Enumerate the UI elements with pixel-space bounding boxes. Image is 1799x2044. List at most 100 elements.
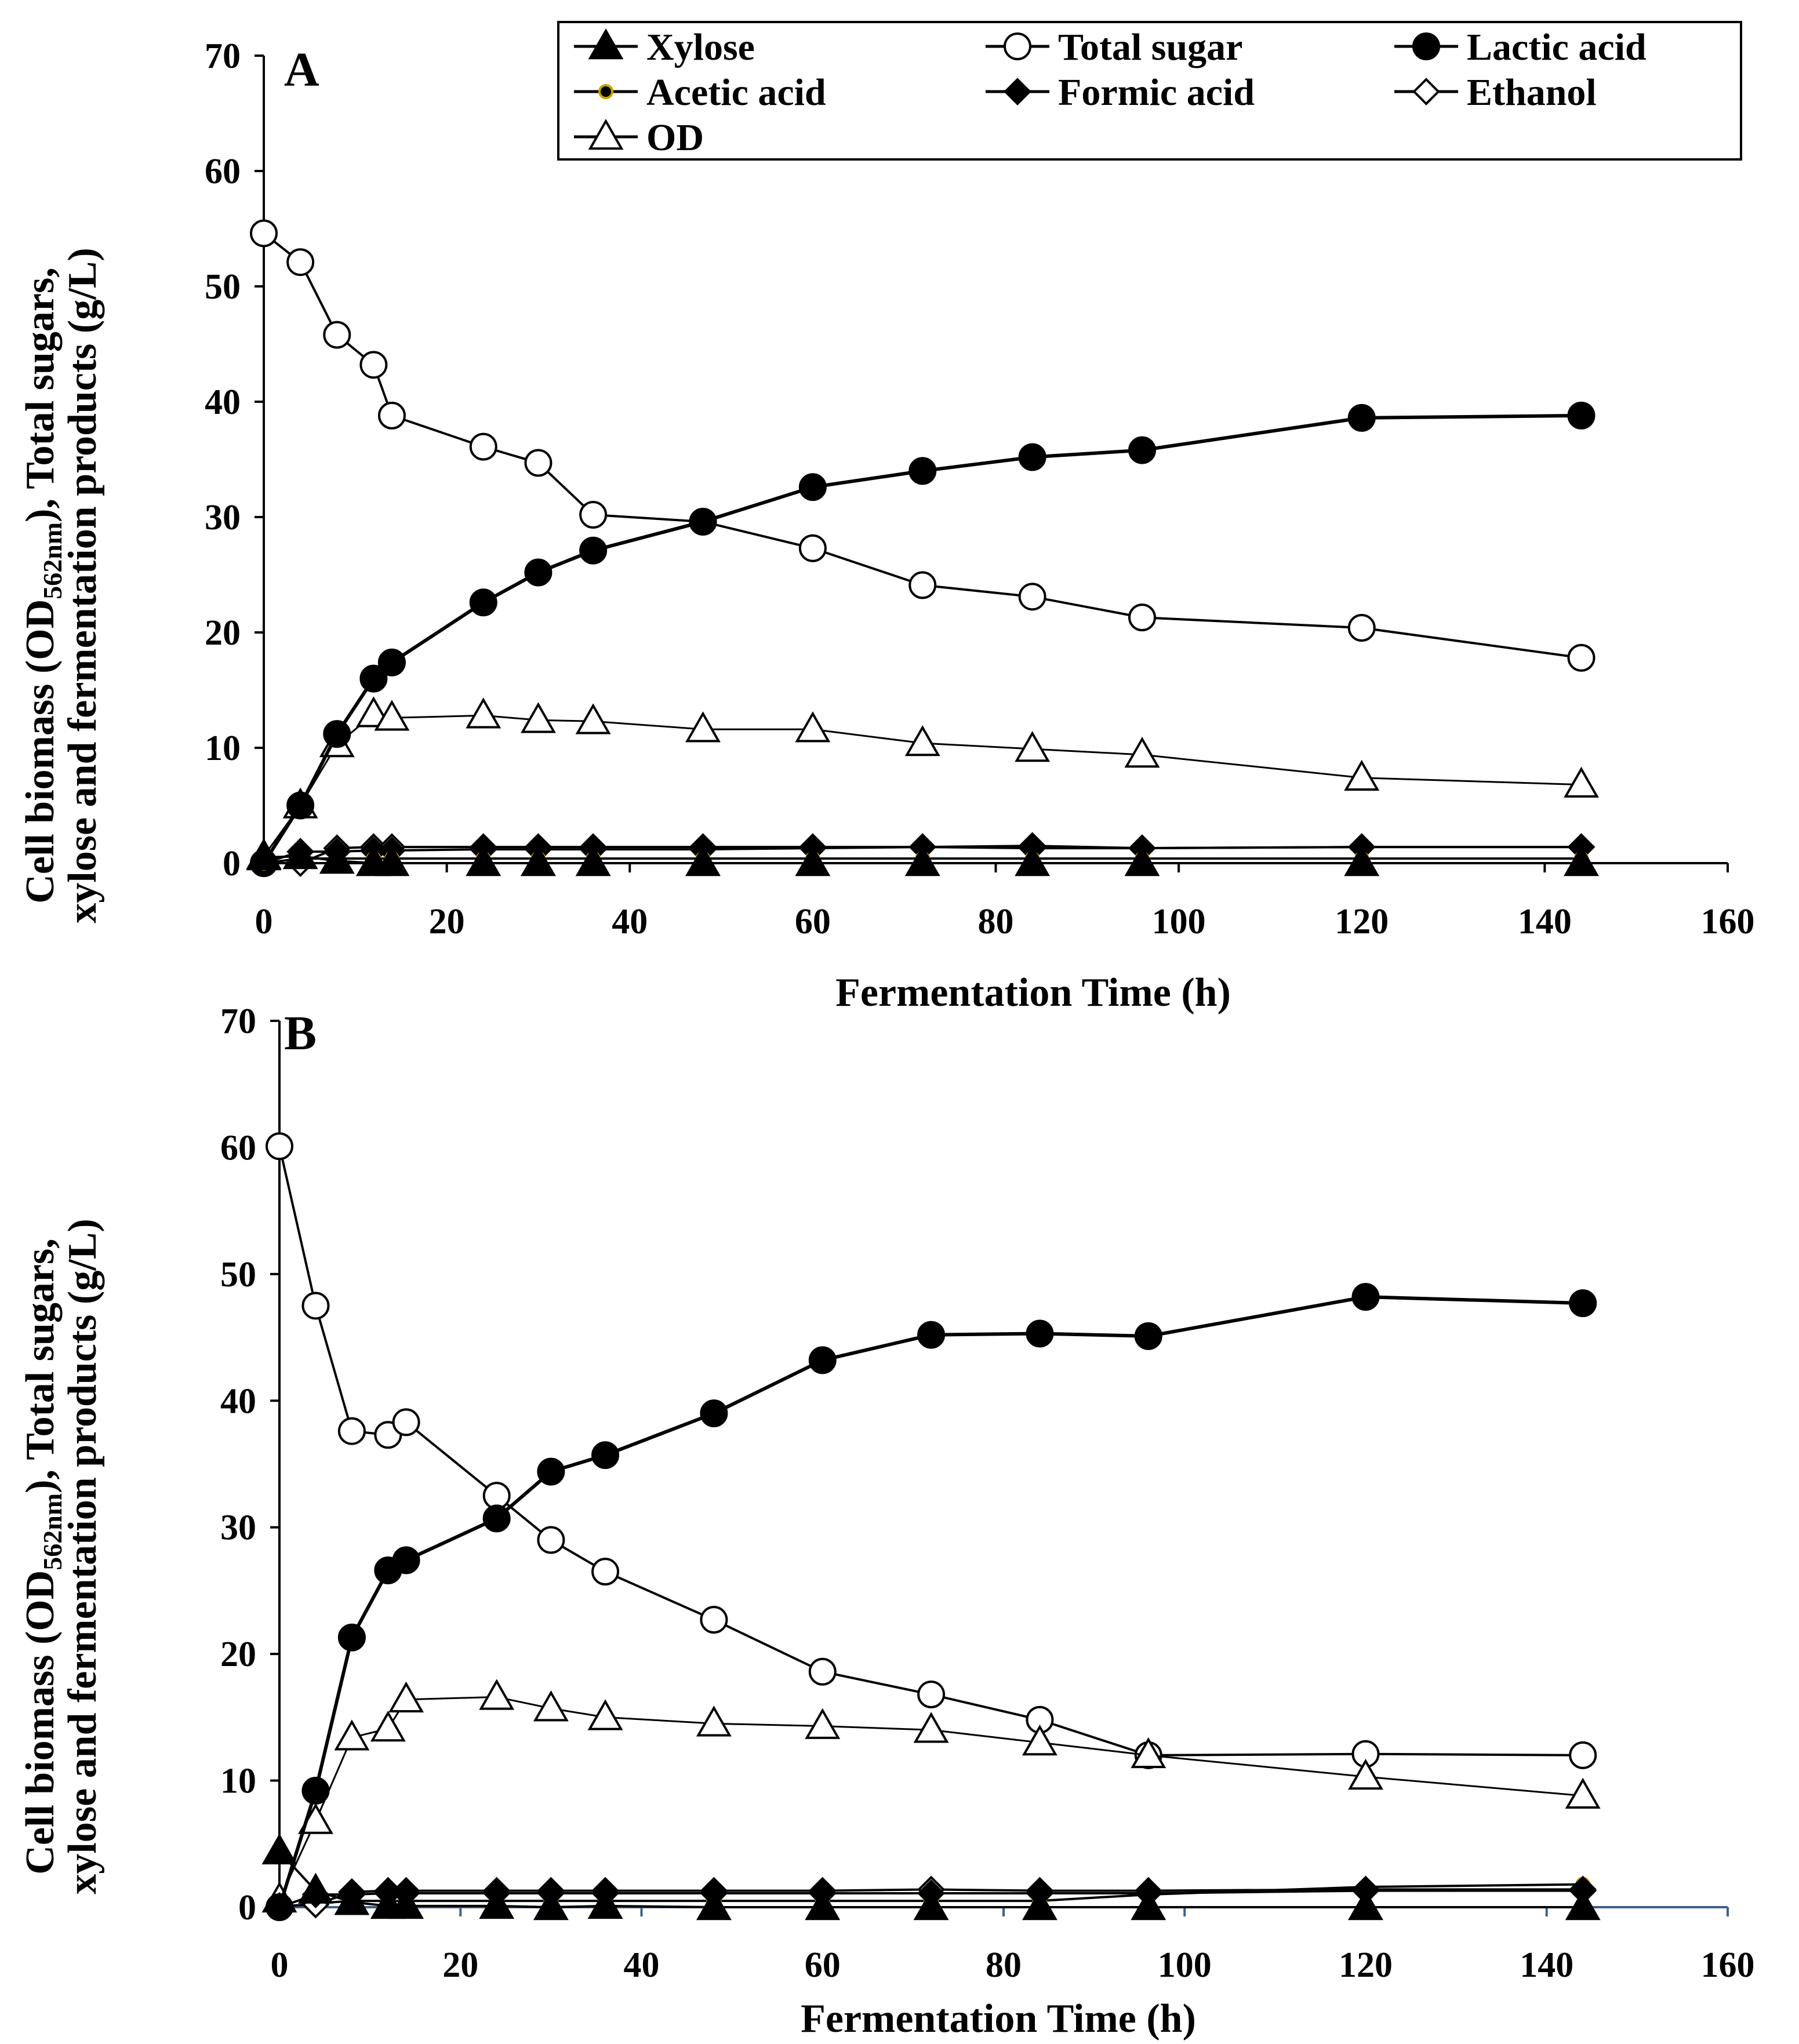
panel-a-total-sugar-point — [323, 321, 351, 349]
panel-a-x-tick-label: 80 — [978, 902, 1014, 941]
panel-a-series-lactic-acid — [250, 401, 1596, 877]
legend-item-formic-acid: Formic acid — [986, 71, 1255, 114]
panel-b-lactic-acid-point — [392, 1546, 420, 1574]
panel-b-label: B — [284, 1006, 317, 1060]
panel-a-lactic-acid-point — [377, 648, 406, 677]
panel-b-x-tick-label: 120 — [1339, 1945, 1393, 1985]
panel-b-y-axis-title-line2: xylose and fermentation products (g/L) — [60, 1219, 105, 1894]
panel-a-y-tick-label: 20 — [205, 613, 241, 653]
panel-a-xylose-point — [374, 845, 410, 876]
panel-b-total-sugar-point — [700, 1606, 728, 1634]
panel-b-xylose-point — [388, 1887, 424, 1919]
panel-a-xylose-point — [1344, 845, 1380, 876]
legend-label: Xylose — [646, 26, 755, 68]
panel-a-plot-area — [246, 219, 1599, 877]
panel-b-xylose-point — [298, 1872, 333, 1904]
panel-b-x-tick-label: 60 — [805, 1945, 841, 1985]
panel-a-xylose-point — [1015, 845, 1051, 876]
panel-a-lactic-acid-point — [1128, 436, 1156, 464]
panel-a-lactic-acid-point — [1018, 443, 1046, 471]
panel-b-y-tick-label: 40 — [220, 1381, 256, 1421]
legend-label: Formic acid — [1058, 71, 1255, 114]
legend-label: Lactic acid — [1467, 26, 1647, 68]
panel-b-od-point — [334, 1719, 370, 1751]
panel-a-od-point — [1124, 736, 1160, 768]
panel-a-xylose-point — [795, 845, 831, 876]
panel-a-x-tick-label: 140 — [1518, 902, 1572, 941]
legend-swatch-marker — [598, 84, 613, 99]
panel-a-lactic-acid-point — [798, 473, 827, 501]
panel-b-x-tick-label: 0 — [271, 1945, 289, 1985]
panel-a-total-sugar-point — [286, 248, 315, 277]
legend-item-total-sugar: Total sugar — [986, 26, 1242, 68]
panel-b-lactic-acid-point — [1026, 1319, 1054, 1348]
panel-a-total-sugar-point — [1567, 643, 1596, 672]
panel-a-y-axis-title-line1: Cell biomass (OD562nm), Total sugars, — [18, 267, 67, 903]
panel-a-xylose-point — [1124, 845, 1160, 876]
panel-b-xylose-point — [261, 1833, 297, 1865]
panel-a-label: A — [284, 43, 319, 97]
panel-b-x-tick-label: 20 — [442, 1945, 478, 1985]
panel-b-total-sugar-point — [337, 1417, 366, 1445]
panel-b-total-sugar-point — [591, 1558, 620, 1586]
panel-b-y-tick-label: 20 — [220, 1635, 256, 1674]
panel-a-xylose-point — [904, 845, 940, 876]
panel-a-x-axis-title: Fermentation Time (h) — [835, 970, 1231, 1015]
legend-label: Total sugar — [1058, 26, 1242, 68]
panel-b-xylose-point — [696, 1889, 732, 1921]
panel-b-lactic-acid-point — [700, 1399, 728, 1428]
panel-a-total-sugar-point — [908, 571, 937, 599]
panel-a-lactic-acid-point — [1347, 403, 1376, 432]
panel-a-xylose-point — [319, 842, 355, 874]
panel-a-y-tick-label: 50 — [205, 267, 241, 307]
panel-b-y-axis-title-line1: Cell biomass (OD562nm), Total sugars, — [18, 1238, 67, 1874]
panel-b-series-xylose — [261, 1833, 1601, 1921]
panel-b-series-lactic-acid — [266, 1283, 1597, 1921]
panel-b-y-tick-label: 10 — [220, 1762, 256, 1801]
legend-item-ethanol: Ethanol — [1394, 71, 1597, 114]
panel-a-y-tick-label: 30 — [205, 498, 241, 537]
panel-b-od-point — [587, 1699, 623, 1730]
panel-a-total-sugar-point — [469, 432, 497, 461]
panel-b-total-sugar-point — [1569, 1741, 1597, 1769]
panel-b-od-point — [370, 1710, 406, 1742]
panel-b-total-sugar-point — [301, 1292, 330, 1320]
panel-a-xylose-point — [575, 845, 611, 876]
panel-a-total-sugar-point — [359, 351, 388, 379]
panel-a-od-point — [904, 725, 940, 757]
panel-a-total-sugar-point — [1347, 614, 1376, 642]
panel-a-od-point — [795, 711, 831, 743]
panel-a-lactic-acid-point — [469, 588, 497, 617]
panel-b-x-tick-label: 100 — [1158, 1945, 1212, 1985]
panel-b-xylose-point — [805, 1889, 841, 1921]
panel-b-xylose-point — [1565, 1889, 1601, 1921]
panel-a-od-point — [1564, 766, 1599, 798]
panel-a-lactic-acid-point — [908, 457, 937, 485]
panel-b-xylose-point — [533, 1889, 569, 1921]
legend-item-od: OD — [574, 117, 704, 159]
panel-a-y-tick-label: 70 — [205, 37, 241, 76]
legend-swatch-marker — [588, 28, 624, 60]
legend: Xylose Total sugar Lactic acid Acetic acid F… — [557, 21, 1742, 161]
panel-b-x-tick-label: 140 — [1520, 1945, 1573, 1985]
panel-b-xylose-point — [1348, 1889, 1383, 1921]
panel-b-x-tick-label: 40 — [624, 1945, 660, 1985]
panel-a-total-sugar-point — [524, 449, 553, 477]
panel-b-lactic-acid-point — [591, 1441, 620, 1470]
legend-item-acetic-acid: Acetic acid — [574, 71, 826, 114]
panel-a-xylose-point — [520, 845, 556, 876]
panel-b-xylose-point — [479, 1887, 515, 1919]
panel-b-od-point — [479, 1679, 515, 1710]
panel-b-xylose-point — [1131, 1889, 1166, 1921]
panel-a-y-axis-title-line2: xylose and fermentation products (g/L) — [60, 248, 105, 923]
legend-swatch-marker — [1004, 32, 1031, 60]
panel-a-x-tick-label: 100 — [1152, 902, 1206, 941]
panel-a-total-sugar-point — [377, 401, 406, 430]
panel-a-series-xylose — [246, 838, 1599, 876]
panel-a-x-tick-label: 160 — [1701, 902, 1755, 941]
panel-a-xylose-point — [685, 845, 721, 876]
panel-a-od-point — [374, 700, 410, 731]
panel-a-od-point — [575, 703, 611, 734]
panel-a-x-tick-label: 0 — [255, 902, 273, 941]
legend-swatch-marker — [1412, 78, 1440, 106]
